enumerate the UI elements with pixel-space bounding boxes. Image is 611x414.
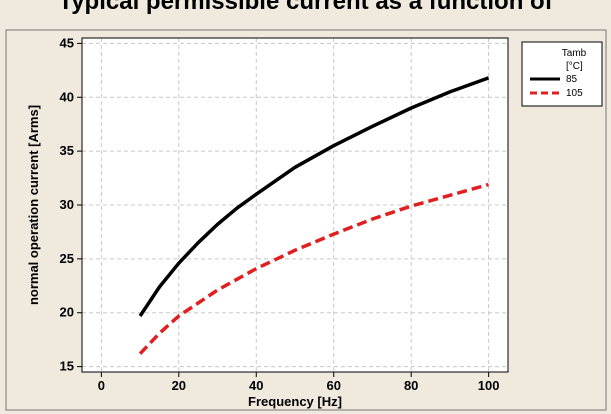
legend-title-unit: [°C]	[566, 61, 583, 72]
y-tick-label: 40	[60, 89, 74, 104]
chart-title: Typical permissible current as a functio…	[58, 0, 553, 15]
y-tick-label: 15	[60, 359, 74, 374]
series-line-105	[138, 182, 490, 355]
x-tick-label: 0	[98, 378, 105, 393]
plot-border	[81, 37, 509, 373]
y-tick-label: 30	[60, 197, 74, 212]
x-tick-label: 40	[249, 378, 263, 393]
x-tick-label: 100	[478, 378, 500, 393]
legend-box	[521, 41, 603, 107]
series-line-85	[138, 76, 490, 317]
figure-frame	[5, 29, 607, 411]
x-tick-label: 20	[172, 378, 186, 393]
legend-title: Tamb	[562, 48, 587, 59]
x-axis-label: Frequency [Hz]	[248, 394, 342, 409]
y-tick-label: 25	[60, 251, 74, 266]
y-tick-label: 45	[60, 35, 74, 50]
y-tick-label: 35	[60, 143, 74, 158]
legend-label-105: 105	[566, 88, 583, 99]
y-tick-label: 20	[60, 305, 74, 320]
y-axis-label: normal operation current [Arms]	[26, 105, 41, 305]
legend-label-85: 85	[566, 74, 578, 85]
x-tick-label: 80	[404, 378, 418, 393]
x-tick-label: 60	[326, 378, 340, 393]
